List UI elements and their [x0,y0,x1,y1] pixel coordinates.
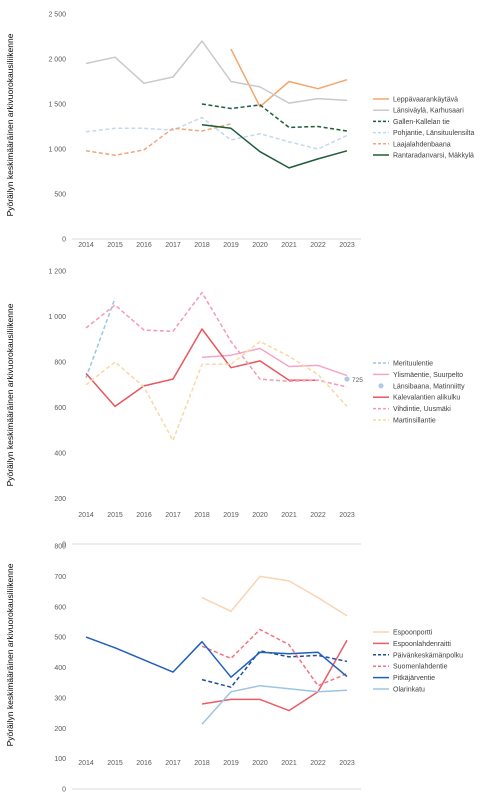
y-tick-label: 0 [62,787,66,794]
y-tick-label: 100 [54,756,66,763]
x-tick-label: 2020 [252,512,268,519]
x-tick-label: 2014 [78,760,94,767]
y-tick-label: 800 [54,360,66,367]
data-label: 725 [352,377,363,384]
y-tick-label: 0 [62,237,66,244]
series-line [85,328,318,408]
series-line [230,48,348,108]
legend-label: Espoonportti [393,630,433,637]
x-tick-label: 2015 [107,512,123,519]
series-line [85,116,348,150]
x-tick-label: 2022 [310,512,326,519]
y-tick-label: 400 [54,451,66,458]
series-line [85,340,348,442]
legend-label: Merituulentie [393,361,433,368]
legend-label: Gallen-Kallelan tie [393,119,450,126]
x-tick-label: 2018 [194,242,210,249]
y-tick-label: 600 [54,405,66,412]
y-tick-label: 1 500 [48,102,66,109]
legend-label: Pohjantie, Länsituulensilta [393,130,474,137]
series-line [85,298,116,379]
legend-label: Päivänkeskämänpolku [393,652,463,659]
y-tick-label: 1 000 [48,314,66,321]
x-tick-label: 2023 [339,512,355,519]
x-tick-label: 2017 [165,512,181,519]
y-tick-label: 500 [54,635,66,642]
legend-marker [378,383,384,389]
chart-3: 0 100 200 300 400 500 600 700 800 2014 2015 2016 201… [5,544,463,794]
legend-label: Rantaradanvarsi, Mäkkylä [393,153,474,160]
series-line [201,123,348,169]
series-line [201,347,348,377]
x-tick-label: 2020 [252,760,268,767]
x-tick-label: 2017 [165,242,181,249]
y-tick-label: 400 [54,665,66,672]
legend-label: Länsibaana, Matinniitty [393,383,465,390]
y-tick-label: 800 [54,544,66,551]
y-tick-label: 200 [54,726,66,733]
x-tick-label: 2015 [107,242,123,249]
legend-label: Länsiväylä, Karhusaari [393,108,464,115]
series-line [85,40,348,104]
legend-label: Ylismäentie, Suurpelto [393,372,463,379]
x-tick-label: 2023 [339,242,355,249]
x-tick-label: 2019 [223,512,239,519]
series-line [201,575,348,617]
y-tick-label: 300 [54,695,66,702]
legend-label: Espoonlahdenraitti [393,641,451,648]
y-tick-label: 700 [54,574,66,581]
series-line [201,684,348,725]
y-axis-title: Pyöräilyn keskimääräinen arkivuorokausil… [5,563,15,746]
x-tick-label: 2021 [281,760,297,767]
x-tick-label: 2019 [223,242,239,249]
series-line [85,636,348,678]
series-line [85,291,348,388]
x-tick-label: 2016 [136,512,152,519]
x-tick-label: 2020 [252,242,268,249]
x-tick-label: 2022 [310,242,326,249]
legend-label: Leppävaarankäytävä [393,97,458,104]
x-tick-label: 2021 [281,512,297,519]
x-tick-label: 2015 [107,760,123,767]
x-tick-label: 2014 [78,242,94,249]
y-tick-label: 2 000 [48,57,66,64]
legend-label: Martinsillantie [393,418,436,425]
y-tick-label: 200 [54,496,66,503]
legend-label: Laajalahdenbaana [393,141,451,148]
y-tick-label: 1 000 [48,147,66,154]
x-tick-label: 2021 [281,242,297,249]
x-tick-label: 2018 [194,512,210,519]
legend-label: Suomenlahdentie [393,664,448,671]
chart-2: 0 200 400 600 800 1 000 1 200 2014 2015 2016 2017 2… [5,269,465,549]
x-tick-label: 2016 [136,242,152,249]
x-tick-label: 2022 [310,760,326,767]
x-tick-label: 2019 [223,760,239,767]
x-tick-label: 2017 [165,760,181,767]
chart-1: 0 500 1 000 1 500 2 000 2 500 2014 2015 2016 2017… [5,12,474,250]
legend-label: Vihdintie, Uusmäki [393,406,451,413]
x-tick-label: 2016 [136,760,152,767]
x-tick-label: 2023 [339,760,355,767]
y-axis-title: Pyöräilyn keskimääräinen arkivuorokausil… [5,303,15,486]
x-tick-label: 2018 [194,760,210,767]
series-point [344,376,350,382]
legend-label: Pitkäjärventie [393,675,435,682]
series-line [201,639,348,712]
y-axis-title: Pyöräilyn keskimääräinen arkivuorokausil… [5,33,15,216]
x-tick-label: 2014 [78,512,94,519]
y-tick-label: 2 500 [48,12,66,19]
y-tick-label: 500 [54,192,66,199]
y-tick-label: 600 [54,604,66,611]
legend-label: Olarinkatu [393,687,425,694]
series-line [201,628,348,687]
legend-label: Kalevalantien alikulku [393,395,460,402]
y-tick-label: 0 [62,542,66,549]
y-tick-label: 1 200 [48,269,66,276]
